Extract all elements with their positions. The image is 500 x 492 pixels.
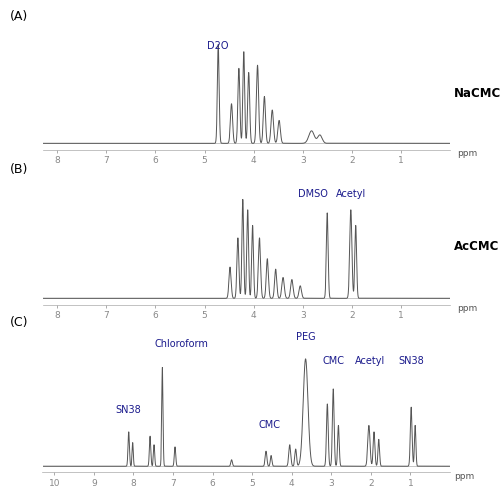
Text: AcCMC: AcCMC <box>454 240 500 252</box>
Text: (C): (C) <box>10 316 29 329</box>
Text: NaCMC: NaCMC <box>454 87 500 100</box>
Text: ppm: ppm <box>458 305 477 313</box>
Text: D2O: D2O <box>207 41 229 51</box>
Text: CMC: CMC <box>322 356 344 366</box>
Text: (A): (A) <box>10 10 28 23</box>
Text: ppm: ppm <box>454 472 474 481</box>
Text: Acetyl: Acetyl <box>336 189 366 199</box>
Text: ppm: ppm <box>458 150 477 158</box>
Text: SN38: SN38 <box>398 356 424 366</box>
Text: SN38: SN38 <box>116 405 141 415</box>
Text: Acetyl: Acetyl <box>355 356 385 366</box>
Text: DMSO: DMSO <box>298 189 328 199</box>
Text: (B): (B) <box>10 163 29 176</box>
Text: PEG: PEG <box>296 332 316 342</box>
Text: CMC: CMC <box>259 420 281 430</box>
Text: Chloroform: Chloroform <box>154 339 208 349</box>
